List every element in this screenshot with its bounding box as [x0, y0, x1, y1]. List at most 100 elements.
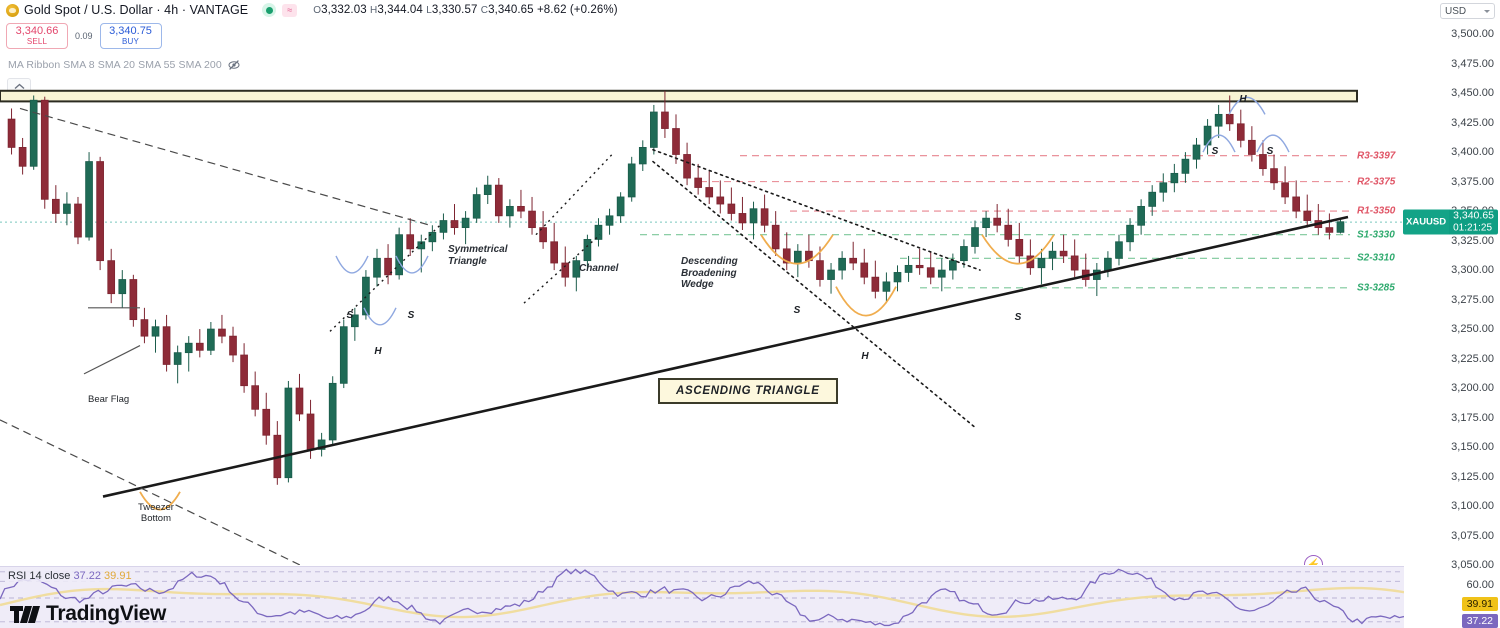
channel-upper-line: [535, 153, 613, 236]
rsi-tick-60: 60.00: [1466, 579, 1494, 591]
hs-mark-s: S: [1014, 312, 1022, 323]
candle-body: [63, 203, 71, 214]
level-label: R2-3375: [1357, 176, 1396, 188]
low-value: 3,330.57: [431, 4, 478, 16]
candle-body: [1004, 224, 1013, 240]
candle-body: [661, 111, 669, 129]
buy-button[interactable]: 3,340.75 BUY: [99, 23, 162, 49]
price-tick: 3,200.00: [1451, 382, 1494, 395]
candle-body: [7, 118, 16, 148]
rsi-ma-badge: 39.91: [1461, 597, 1498, 611]
price-tick: 3,325.00: [1451, 234, 1494, 247]
candle-body: [528, 210, 536, 229]
currency-select[interactable]: USD: [1440, 3, 1495, 19]
buy-price: 3,340.75: [109, 25, 152, 38]
level-label: S2-3310: [1357, 252, 1395, 264]
sell-button[interactable]: 3,340.66 SELL: [6, 23, 68, 49]
candle-body: [771, 224, 780, 250]
candle-body: [727, 203, 736, 214]
candle-body: [838, 257, 846, 271]
indicator-badge[interactable]: ≈: [282, 3, 298, 17]
rsi-panel[interactable]: RSI 14 close 37.22 39.91: [0, 566, 1405, 628]
candle-body: [517, 205, 525, 212]
candle-body: [184, 342, 193, 354]
buy-label: BUY: [122, 36, 140, 46]
rsi-legend[interactable]: RSI 14 close 37.22 39.91: [6, 570, 134, 582]
chevron-down-icon: [1484, 9, 1490, 13]
candle-body: [472, 194, 481, 219]
price-tick: 3,125.00: [1451, 470, 1494, 483]
chart-header: Gold Spot / U.S. Dollar · 4h · VANTAGE ≈…: [0, 0, 1500, 20]
spread-value: 0.09: [75, 31, 93, 41]
candle-body: [1225, 113, 1234, 125]
hs-mark-s: S: [793, 305, 801, 316]
candle-body: [1015, 239, 1024, 257]
price-badge-value: 3,340.65 01:21:25: [1449, 209, 1498, 235]
candle-body: [118, 279, 127, 295]
candle-body: [29, 99, 38, 167]
close-value: 3,340.65: [488, 4, 534, 16]
candle-body: [738, 213, 747, 224]
hs-arc-s: [1256, 134, 1290, 153]
candle-body: [1281, 182, 1289, 198]
chevron-up-icon: [14, 83, 24, 90]
channel-lower-line: [523, 234, 601, 304]
price-chart-area[interactable]: Bear Flag Tweezer Bottom Symmetrical Tri…: [0, 20, 1404, 565]
candle-body: [1037, 257, 1046, 269]
rsi-value: 37.22: [73, 570, 101, 582]
descending-trendline: [19, 107, 431, 226]
price-tick: 3,500.00: [1451, 28, 1494, 41]
price-tick: 3,075.00: [1451, 529, 1494, 542]
rsi-axis[interactable]: 60.00 39.91 37.22: [1404, 566, 1500, 628]
candle-body: [251, 385, 260, 410]
candle-body: [1137, 205, 1145, 226]
trade-buttons: 3,340.66 SELL 0.09 3,340.75 BUY: [6, 23, 162, 49]
candle-body: [993, 217, 1001, 226]
candle-body: [1126, 224, 1134, 243]
candle-body: [583, 239, 592, 262]
candle-body: [627, 163, 636, 198]
candle-body: [74, 203, 82, 238]
low-label: L: [426, 5, 432, 16]
hs-mark-h: H: [1239, 94, 1247, 105]
high-label: H: [370, 5, 378, 16]
candle-body: [483, 184, 492, 195]
candle-body: [683, 154, 691, 179]
candle-body: [295, 387, 304, 415]
hs-arc-h: [363, 307, 397, 326]
current-price-badge[interactable]: XAUUSD 3,340.65 01:21:25: [1403, 209, 1498, 235]
candle-body: [306, 413, 315, 450]
wedge-lower-line: [652, 160, 977, 429]
hs-mark-h: H: [861, 351, 869, 362]
candle-body: [373, 257, 381, 278]
level-label: S3-3285: [1357, 282, 1395, 294]
market-open-dot[interactable]: [262, 3, 277, 17]
hs-mark-s: S: [346, 310, 354, 321]
price-axis[interactable]: 3,500.00 3,475.00 3,450.00 3,425.00 3,400.00…: [1404, 20, 1500, 571]
hs-mark-s: S: [1211, 146, 1219, 157]
hs-mark-s: S: [407, 310, 415, 321]
candle-body: [284, 387, 293, 479]
ascending-trendline: [102, 215, 1349, 498]
price-change: +8.62 (+0.26%): [536, 4, 618, 16]
open-value: 3,332.03: [321, 4, 367, 16]
candle-body: [18, 147, 27, 167]
symbol-title[interactable]: Gold Spot / U.S. Dollar · 4h · VANTAGE: [24, 3, 249, 17]
candle-body: [705, 187, 714, 198]
candle-body: [107, 260, 116, 295]
price-tick: 3,275.00: [1451, 293, 1494, 306]
inv-hs-arc-h: [835, 286, 897, 317]
candle-body: [793, 250, 802, 264]
candle-body: [1181, 158, 1190, 174]
price-tick: 3,375.00: [1451, 175, 1494, 188]
candle-body: [1236, 123, 1245, 141]
inv-hs-arc-s: [760, 234, 834, 265]
ma-ribbon-legend[interactable]: MA Ribbon SMA 8 SMA 20 SMA 55 SMA 200: [8, 59, 240, 71]
price-tick: 3,175.00: [1451, 411, 1494, 424]
candle-body: [384, 257, 392, 276]
candle-body: [351, 314, 359, 328]
hs-arc-s: [395, 255, 429, 274]
eye-crossed-icon[interactable]: [228, 59, 240, 71]
candle-body: [317, 439, 326, 450]
annotation-symmetrical-triangle: Symmetrical Triangle: [448, 244, 508, 267]
